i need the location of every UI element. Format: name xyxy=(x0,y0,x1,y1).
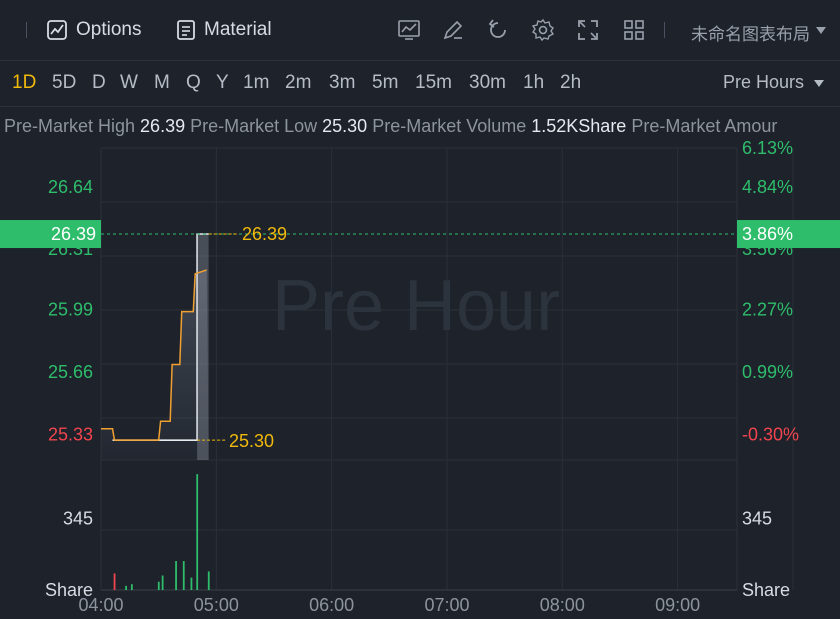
period-d[interactable]: D xyxy=(92,72,106,93)
current-price-badge xyxy=(0,220,101,249)
period-w[interactable]: W xyxy=(120,72,138,93)
current-pct-badge xyxy=(737,220,840,249)
volume-unit-label-right: Share xyxy=(742,580,790,600)
x-tick-label: 07:00 xyxy=(424,595,469,615)
material-label: Material xyxy=(204,19,272,40)
grid-icon[interactable] xyxy=(622,18,646,42)
chevron-down-icon[interactable] xyxy=(814,80,824,87)
volume-bar xyxy=(125,585,127,590)
material-button[interactable]: Material xyxy=(176,18,272,42)
period-2h[interactable]: 2h xyxy=(560,72,582,93)
volume-bar xyxy=(113,573,116,590)
x-tick-label: 09:00 xyxy=(655,595,700,615)
volume-bar xyxy=(196,474,199,590)
x-tick-label: 08:00 xyxy=(540,595,585,615)
fullscreen-icon[interactable] xyxy=(576,18,600,42)
volume-bar xyxy=(130,584,133,590)
options-button[interactable]: Options xyxy=(46,18,141,42)
period-1m[interactable]: 1m xyxy=(243,72,270,93)
high-marker-label: 26.39 xyxy=(242,224,287,244)
low-marker-label: 25.30 xyxy=(229,431,274,451)
document-icon xyxy=(177,20,195,40)
chart-icon xyxy=(47,20,67,40)
layout-dropdown-icon[interactable] xyxy=(816,27,826,34)
x-tick-label: 04:00 xyxy=(78,595,123,615)
price-area xyxy=(101,269,209,460)
y-tick-pct: -0.30% xyxy=(742,424,799,444)
price-line xyxy=(101,269,207,441)
volume-bar xyxy=(161,575,164,590)
volume-bar xyxy=(157,581,160,590)
layout-name[interactable]: 未命名图表布局 xyxy=(691,25,810,44)
period-5d[interactable]: 5D xyxy=(52,72,77,93)
chart-watermark: Pre Hour xyxy=(272,266,560,346)
volume-tick-label-right: 345 xyxy=(742,509,772,529)
y-tick-label: 25.99 xyxy=(48,300,93,320)
toolbar: Options Material xyxy=(0,0,840,61)
volume-bar xyxy=(182,561,185,590)
period-1h[interactable]: 1h xyxy=(523,72,545,93)
x-tick-label: 05:00 xyxy=(194,595,239,615)
period-2m[interactable]: 2m xyxy=(285,72,312,93)
volume-tick-label: 345 xyxy=(63,509,93,529)
period-m[interactable]: M xyxy=(154,72,170,93)
y-tick-label: 25.33 xyxy=(48,424,93,444)
volume-bar xyxy=(175,561,177,590)
period-3m[interactable]: 3m xyxy=(329,72,356,93)
session-selector[interactable]: Pre Hours xyxy=(722,72,804,92)
y-tick-pct: 0.99% xyxy=(742,362,793,382)
stat-label: Pre-Market Volume xyxy=(367,116,532,136)
latest-bar-shade xyxy=(197,234,209,460)
stat-label: Pre-Market Low xyxy=(185,116,323,136)
period-5m[interactable]: 5m xyxy=(372,72,399,93)
stat-label: Pre-Market Amour xyxy=(626,116,778,136)
period-30m[interactable]: 30m xyxy=(469,72,506,93)
y-tick-label: 26.64 xyxy=(48,177,93,197)
y-tick-label: 25.66 xyxy=(48,362,93,382)
period-15m[interactable]: 15m xyxy=(415,72,452,93)
chart-line-icon[interactable] xyxy=(397,18,421,42)
y-tick-pct: 2.27% xyxy=(742,300,793,320)
volume-bar xyxy=(190,577,193,590)
stat-value: 1.52KShare xyxy=(531,116,627,136)
volume-bar xyxy=(207,571,210,590)
current-price-value: 26.39 xyxy=(51,224,96,244)
y-tick-pct: 4.84% xyxy=(742,177,793,197)
stat-label: Pre-Market High xyxy=(4,116,141,136)
volume-unit-label: Share xyxy=(45,580,93,600)
pencil-icon[interactable] xyxy=(441,18,465,42)
period-1d[interactable]: 1D xyxy=(12,72,37,93)
stat-value: 25.30 xyxy=(322,116,368,136)
x-tick-label: 06:00 xyxy=(309,595,354,615)
current-pct-value: 3.86% xyxy=(742,224,793,244)
pre-market-stats: Pre-Market High 26.39 Pre-Market Low 25.… xyxy=(4,116,777,137)
period-bar: 1D 5D D W M Q Y 1m 2m 3m 5m 15m 30m 1h 2h Pre Hours xyxy=(0,60,840,107)
toolbar-divider xyxy=(26,22,27,38)
period-q[interactable]: Q xyxy=(186,72,201,93)
y-tick-pct-top: 6.13% xyxy=(742,138,793,158)
refresh-icon[interactable] xyxy=(486,18,510,42)
stat-value: 26.39 xyxy=(140,116,186,136)
period-y[interactable]: Y xyxy=(216,72,229,93)
toolbar-divider xyxy=(664,22,665,38)
options-label: Options xyxy=(76,19,142,40)
gear-icon[interactable] xyxy=(531,18,555,42)
